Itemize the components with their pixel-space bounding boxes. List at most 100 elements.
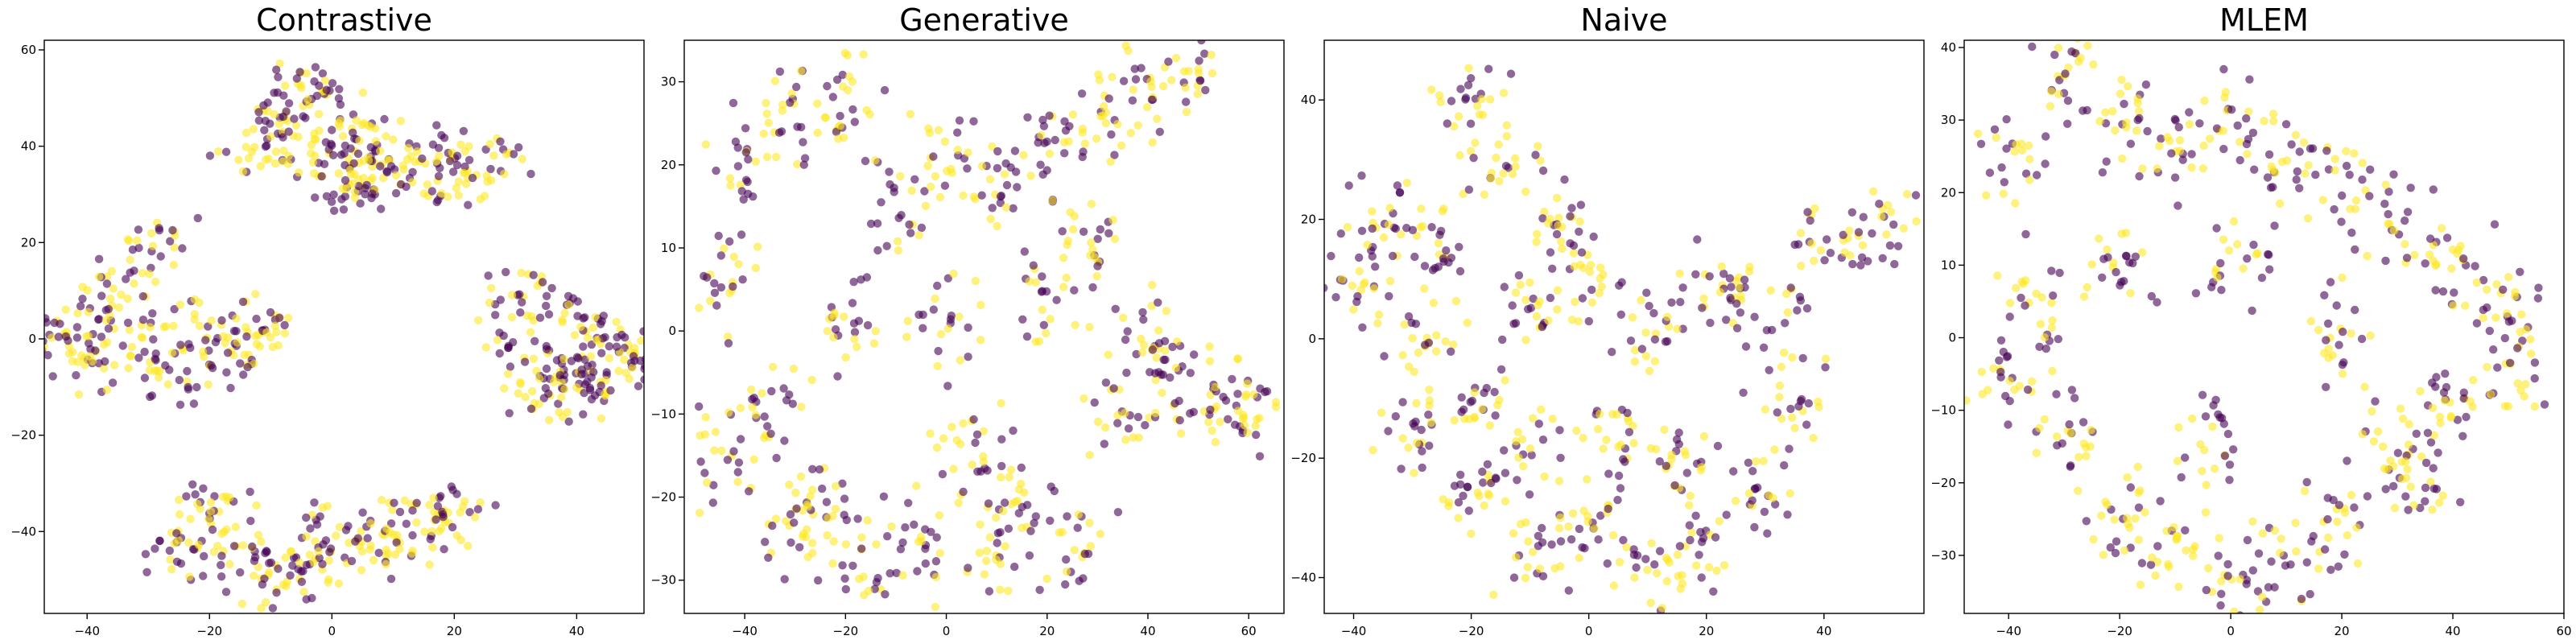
data-point — [234, 155, 243, 164]
data-point — [454, 191, 463, 200]
data-point — [380, 114, 389, 124]
data-point — [238, 167, 248, 176]
data-point — [192, 382, 201, 392]
data-point — [880, 85, 890, 95]
data-point — [1398, 398, 1407, 407]
data-point — [1344, 181, 1353, 190]
data-point — [985, 587, 994, 596]
data-point — [2252, 250, 2261, 259]
data-point — [328, 79, 337, 88]
data-point — [1031, 278, 1041, 287]
data-point — [1508, 169, 1517, 179]
data-point — [2324, 165, 2334, 174]
data-point — [257, 537, 266, 547]
data-point — [1788, 413, 1797, 422]
data-point — [2292, 547, 2301, 556]
data-point — [953, 146, 962, 155]
data-point — [1576, 200, 1586, 209]
data-point — [859, 572, 868, 581]
data-point — [2380, 200, 2389, 208]
y-tick-label: −20 — [650, 490, 676, 505]
data-point — [47, 333, 56, 342]
data-point — [988, 142, 997, 151]
data-point — [1384, 221, 1393, 229]
data-point — [1175, 415, 1184, 425]
data-point — [254, 108, 263, 117]
data-point — [1596, 511, 1605, 520]
data-point — [287, 547, 295, 556]
data-point — [1534, 142, 1542, 151]
data-point — [1886, 208, 1896, 217]
data-point — [1158, 388, 1166, 398]
data-point — [2215, 534, 2223, 543]
data-point — [1113, 120, 1122, 129]
data-point — [360, 118, 369, 128]
data-point — [1883, 200, 1893, 209]
data-point — [294, 564, 303, 574]
data-point — [84, 332, 93, 341]
data-point — [1094, 417, 1103, 427]
data-point — [194, 540, 203, 549]
x-tick-label: −20 — [833, 624, 859, 638]
data-point — [2510, 291, 2520, 301]
data-point — [1823, 235, 1831, 244]
data-point — [768, 362, 778, 371]
data-point — [364, 155, 374, 165]
data-point — [1117, 141, 1126, 150]
data-point — [2249, 240, 2258, 250]
data-point — [2005, 299, 2015, 308]
data-point — [2343, 456, 2351, 465]
data-point — [1373, 319, 1382, 328]
data-point — [1005, 473, 1013, 481]
data-point — [361, 184, 369, 192]
x-tick-label: −40 — [1341, 624, 1367, 638]
data-point — [862, 105, 871, 115]
data-point — [1675, 542, 1685, 551]
data-point — [1068, 225, 1078, 234]
data-point — [1123, 327, 1132, 336]
data-point — [1075, 576, 1084, 585]
data-point — [2117, 75, 2126, 85]
data-point — [1525, 490, 1534, 499]
data-point — [1030, 518, 1038, 527]
data-point — [1608, 530, 1618, 540]
data-point — [437, 189, 446, 198]
data-point — [1019, 151, 1028, 159]
data-point — [358, 508, 367, 517]
data-point — [2398, 415, 2408, 423]
data-point — [2157, 134, 2165, 143]
data-point — [290, 114, 299, 123]
data-point — [1744, 267, 1754, 276]
data-point — [1575, 553, 1583, 563]
data-point — [1629, 439, 1638, 448]
data-point — [838, 561, 847, 570]
data-point — [725, 174, 735, 183]
data-point — [232, 314, 241, 323]
data-point — [2297, 594, 2306, 604]
data-point — [949, 464, 958, 473]
data-point — [1013, 497, 1022, 506]
data-point — [1760, 507, 1769, 516]
y-tick-label: 40 — [1941, 40, 1956, 55]
data-point — [517, 268, 526, 278]
data-point — [1205, 342, 1214, 351]
data-point — [1719, 561, 1729, 570]
data-point — [1534, 300, 1542, 310]
data-point — [266, 308, 275, 317]
data-point — [2429, 241, 2438, 250]
data-point — [872, 578, 881, 587]
data-point — [1147, 95, 1157, 105]
data-point — [637, 336, 644, 345]
data-point — [2258, 529, 2267, 538]
data-point — [328, 151, 338, 159]
data-point — [590, 391, 600, 400]
data-point — [940, 137, 950, 147]
data-point — [1616, 440, 1625, 449]
data-point — [1788, 353, 1797, 362]
data-point — [1599, 270, 1608, 279]
data-point — [2132, 126, 2141, 135]
data-point — [102, 338, 112, 347]
data-point — [402, 519, 411, 528]
data-point — [357, 566, 366, 575]
data-point — [322, 192, 332, 200]
